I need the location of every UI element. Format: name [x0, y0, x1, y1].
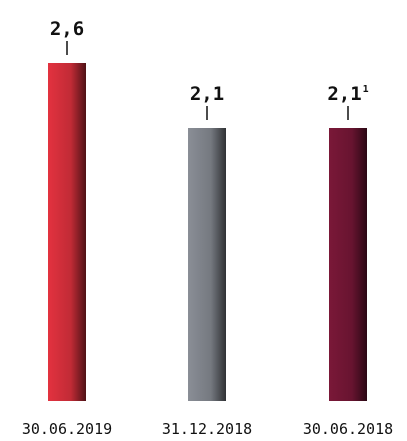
value-label: 2,11 [327, 83, 368, 105]
bar-2 [188, 128, 226, 401]
footnote-marker: 1 [363, 84, 369, 95]
x-tick-label: 30.06.2018 [303, 420, 393, 438]
value-label: 2,6 [50, 18, 84, 40]
bars-layer [48, 63, 367, 401]
x-tick-label: 31.12.2018 [162, 420, 252, 438]
labels-layer: 2,6 30.06.2019 2,1 31.12.2018 2,11 30.06.2018 [22, 18, 393, 438]
bar-3 [329, 128, 367, 401]
x-tick-label: 30.06.2019 [22, 420, 112, 438]
value-label: 2,1 [190, 83, 224, 105]
bar-1 [48, 63, 86, 401]
